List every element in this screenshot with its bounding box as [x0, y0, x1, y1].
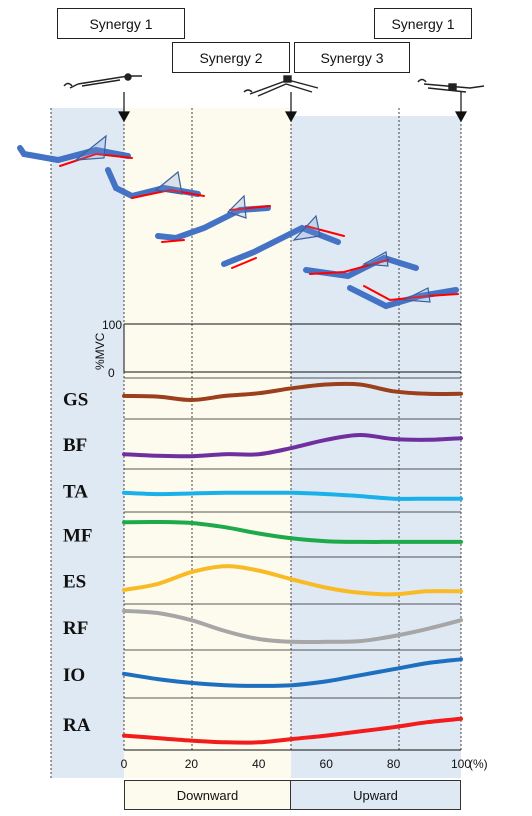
- x-tick-label: 40: [252, 757, 266, 771]
- upward-phase-box: Upward: [290, 780, 461, 810]
- stick-figure-70: [303, 251, 419, 280]
- scale-min-label: 0: [108, 366, 115, 380]
- muscle-rows: [124, 377, 461, 699]
- position-arrows: [117, 92, 468, 123]
- synergy-1-label: Synergy 1: [89, 15, 153, 32]
- muscle-labels: GS BF TA MF ES RF IO RA: [63, 390, 93, 737]
- emg-line-rf: [122, 608, 463, 645]
- emg-line-io: [122, 657, 463, 688]
- x-tick-label: 0: [121, 757, 128, 771]
- downward-phase-label: Downward: [176, 787, 239, 803]
- synergy-2-label: Synergy 2: [199, 49, 263, 66]
- synergy-2-box: Synergy 2: [172, 42, 290, 73]
- muscle-label-ta: TA: [63, 482, 88, 503]
- x-tick-label: 80: [387, 757, 401, 771]
- emg-line-mf: [122, 519, 463, 544]
- x-tick-label: 20: [185, 757, 199, 771]
- muscle-label-es: ES: [63, 572, 86, 593]
- phase-background-downward: [124, 108, 291, 778]
- muscle-label-gs: GS: [63, 390, 88, 411]
- x-tick-label: 60: [320, 757, 334, 771]
- muscle-label-rf: RF: [63, 618, 88, 639]
- stick-figure-0: [17, 134, 133, 167]
- stick-figure-50: [221, 214, 345, 269]
- emg-line-ta: [122, 490, 463, 501]
- x-unit-label: (%): [469, 757, 488, 771]
- swimmer-icon: [63, 73, 142, 89]
- vertical-guides: [50, 108, 462, 778]
- phase-background-upward: [291, 116, 461, 778]
- muscle-label-ra: RA: [63, 715, 91, 736]
- swimmer-icon: [417, 78, 485, 93]
- synergy-1-return-box: Synergy 1: [374, 8, 472, 39]
- synergy-1-box: Synergy 1: [57, 8, 185, 39]
- stick-figure-40: [155, 194, 271, 243]
- stick-figure-90: [347, 285, 459, 310]
- synergy-3-box: Synergy 3: [294, 42, 410, 73]
- emg-curves: [122, 381, 463, 745]
- scale-max-label: 100: [102, 318, 122, 332]
- x-axis: 0 20 40 60 80 100(%): [121, 749, 488, 771]
- body-segment-figures: [17, 134, 459, 310]
- downward-phase-box: Downward: [124, 780, 291, 810]
- emg-line-es: [122, 564, 463, 597]
- x-tick-label: 100: [451, 757, 471, 771]
- upward-phase-label: Upward: [353, 787, 398, 803]
- muscle-label-bf: BF: [63, 435, 87, 456]
- mvc-scale: 100 0 %MVC: [93, 318, 461, 380]
- phase-background-start: [51, 108, 124, 778]
- emg-line-ra: [122, 716, 463, 745]
- emg-line-bf: [122, 432, 463, 459]
- scale-unit-label: %MVC: [93, 332, 107, 370]
- synergy-1-return-label: Synergy 1: [391, 15, 455, 32]
- muscle-label-io: IO: [63, 665, 85, 686]
- synergy-3-label: Synergy 3: [320, 49, 384, 66]
- swimmer-icon: [243, 75, 319, 97]
- stick-figure-20: [105, 167, 205, 200]
- emg-line-gs: [122, 381, 463, 403]
- muscle-label-mf: MF: [63, 526, 93, 547]
